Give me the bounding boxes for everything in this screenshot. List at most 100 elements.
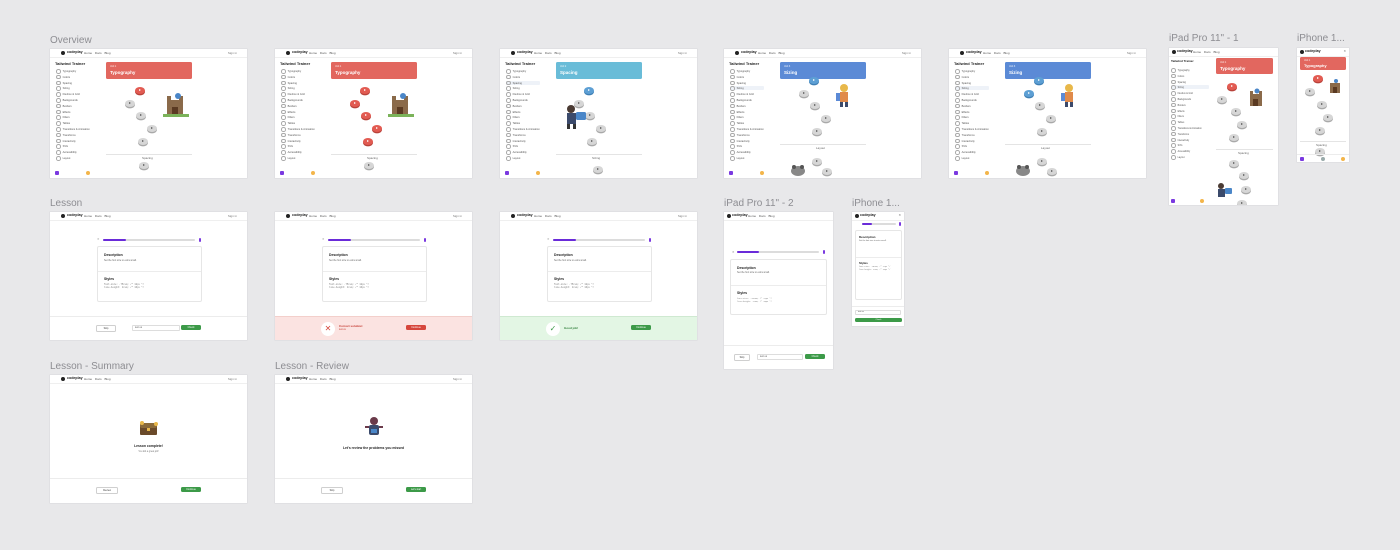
sidebar-item[interactable]: Interactivity — [730, 138, 764, 144]
sidebar-item[interactable]: Layout — [56, 156, 90, 161]
sidebar-item[interactable]: Tables — [506, 121, 540, 126]
sidebar-item[interactable]: Flexbox & Grid — [730, 92, 764, 97]
logo[interactable]: codeplay — [966, 50, 982, 54]
sidebar-item[interactable]: Flexbox & Grid — [955, 92, 989, 97]
sidebar-item[interactable]: Interactivity — [955, 138, 989, 144]
lesson-node[interactable] — [812, 128, 822, 135]
check-button[interactable]: Check — [855, 318, 902, 322]
sign-in-link[interactable]: Sign in — [452, 213, 462, 218]
lesson-node[interactable] — [587, 138, 597, 145]
answer-input[interactable]: text-xs — [757, 354, 803, 360]
sidebar-item[interactable]: Effects — [730, 109, 764, 115]
unit-banner[interactable]: Unit 3 Sizing — [1005, 62, 1091, 79]
sidebar-item[interactable]: SVG — [281, 144, 315, 149]
nav-links[interactable]: Home Docs Blog — [309, 376, 336, 381]
lesson-node[interactable] — [136, 112, 146, 119]
sidebar-item[interactable]: Backgrounds — [730, 98, 764, 103]
sidebar-item[interactable]: Interactivity — [506, 138, 540, 144]
sidebar-item[interactable]: Filters — [506, 115, 540, 120]
sidebar-item[interactable]: Filters — [281, 115, 315, 120]
unit-banner[interactable]: Unit 1 Typography — [106, 62, 192, 79]
sidebar-item[interactable]: Spacing — [506, 80, 540, 86]
sidebar-item[interactable]: Transforms — [1171, 131, 1209, 137]
lesson-node[interactable] — [1317, 101, 1327, 108]
lesson-node[interactable] — [1315, 148, 1325, 155]
lesson-node[interactable] — [1239, 172, 1249, 179]
sidebar-item[interactable]: Filters — [955, 115, 989, 120]
logo[interactable]: codeplay — [292, 376, 308, 380]
sidebar-item[interactable]: Backgrounds — [506, 98, 540, 103]
sidebar-item[interactable]: Spacing — [1171, 79, 1209, 85]
logo[interactable]: codeplay — [292, 213, 308, 217]
sidebar-item[interactable]: SVG — [730, 144, 764, 149]
sidebar-item[interactable]: Effects — [1171, 108, 1209, 114]
sidebar-item[interactable]: SVG — [955, 144, 989, 149]
check-button[interactable]: Check — [805, 354, 825, 359]
sidebar-item[interactable]: Spacing — [955, 80, 989, 86]
lesson-node[interactable] — [1037, 158, 1047, 165]
unit-banner[interactable]: Unit 1 Typography — [331, 62, 417, 79]
sidebar-item[interactable]: Typography — [281, 69, 315, 74]
sign-in-link[interactable]: Sign in — [452, 376, 462, 381]
sidebar-item[interactable]: Transitions & Animation — [56, 127, 90, 132]
lesson-node[interactable] — [135, 87, 145, 94]
unit-banner[interactable]: Unit 1 Typography — [1300, 57, 1346, 70]
lesson-node[interactable] — [1037, 128, 1047, 135]
sidebar-item[interactable]: Transforms — [56, 132, 90, 138]
sidebar-item[interactable]: Accessibility — [1171, 149, 1209, 154]
sidebar-item[interactable]: Tables — [730, 121, 764, 126]
sidebar-item[interactable]: Filters — [730, 115, 764, 120]
nav-links[interactable]: Home Docs Blog — [84, 376, 111, 381]
lesson-node[interactable] — [1237, 200, 1247, 205]
sidebar-item[interactable]: Backgrounds — [1171, 97, 1209, 102]
sidebar-item[interactable]: Typography — [730, 69, 764, 74]
sidebar-item[interactable]: Colors — [506, 74, 540, 80]
lesson-node[interactable] — [361, 112, 371, 119]
close-icon[interactable]: ✕ — [97, 237, 100, 241]
lesson-node[interactable] — [822, 168, 832, 175]
sidebar-item[interactable]: Flexbox & Grid — [281, 92, 315, 97]
lesson-node[interactable] — [1305, 88, 1315, 95]
nav-links[interactable]: Home Docs Blog — [748, 213, 775, 218]
sidebar-item[interactable]: Transforms — [730, 132, 764, 138]
lesson-node[interactable] — [1323, 114, 1333, 121]
sidebar-item[interactable]: Colors — [955, 74, 989, 80]
sidebar-item[interactable]: Filters — [56, 115, 90, 120]
sidebar-item[interactable]: Transitions & Animation — [506, 127, 540, 132]
continue-button[interactable]: Continue — [406, 325, 426, 330]
sidebar-item[interactable]: Effects — [506, 109, 540, 115]
sidebar-item[interactable]: Colors — [56, 74, 90, 80]
sidebar-item[interactable]: Layout — [730, 156, 764, 161]
sidebar-item[interactable]: Layout — [1171, 155, 1209, 160]
lesson-node[interactable] — [372, 125, 382, 132]
close-icon[interactable]: ✕ — [1343, 49, 1346, 53]
sidebar-item[interactable]: Accessibility — [56, 150, 90, 155]
sidebar-item[interactable]: Spacing — [730, 80, 764, 86]
sign-in-link[interactable]: Sign in — [1126, 50, 1136, 55]
sidebar-item[interactable]: Sizing — [955, 86, 989, 91]
lesson-node[interactable] — [125, 100, 135, 107]
skip-button[interactable]: Skip — [96, 325, 116, 332]
sidebar-item[interactable]: Transitions & Animation — [281, 127, 315, 132]
sidebar-item[interactable]: Accessibility — [730, 150, 764, 155]
sidebar-item[interactable]: Typography — [56, 69, 90, 74]
sign-in-link[interactable]: Sign in — [227, 50, 237, 55]
sidebar-item[interactable]: Transitions & Animation — [955, 127, 989, 132]
sidebar-item[interactable]: Spacing — [56, 80, 90, 86]
lesson-node[interactable] — [1313, 75, 1323, 82]
sidebar-item[interactable]: Sizing — [1171, 85, 1209, 90]
unit-banner[interactable]: Unit 3 Sizing — [780, 62, 866, 79]
start-button[interactable]: Let's start — [406, 487, 426, 492]
sidebar-item[interactable]: Borders — [56, 103, 90, 109]
answer-input[interactable]: text-xs — [855, 310, 901, 315]
sidebar-item[interactable]: Borders — [730, 103, 764, 109]
sidebar-item[interactable]: Borders — [1171, 102, 1209, 108]
sign-in-link[interactable]: Sign in — [227, 376, 237, 381]
lesson-node[interactable] — [139, 162, 149, 169]
sidebar-item[interactable]: Layout — [955, 156, 989, 161]
close-icon[interactable]: ✕ — [322, 237, 325, 241]
sidebar-item[interactable]: Accessibility — [281, 150, 315, 155]
sidebar-item[interactable]: Sizing — [506, 86, 540, 91]
sidebar-item[interactable]: Typography — [955, 69, 989, 74]
sidebar-item[interactable]: Typography — [506, 69, 540, 74]
